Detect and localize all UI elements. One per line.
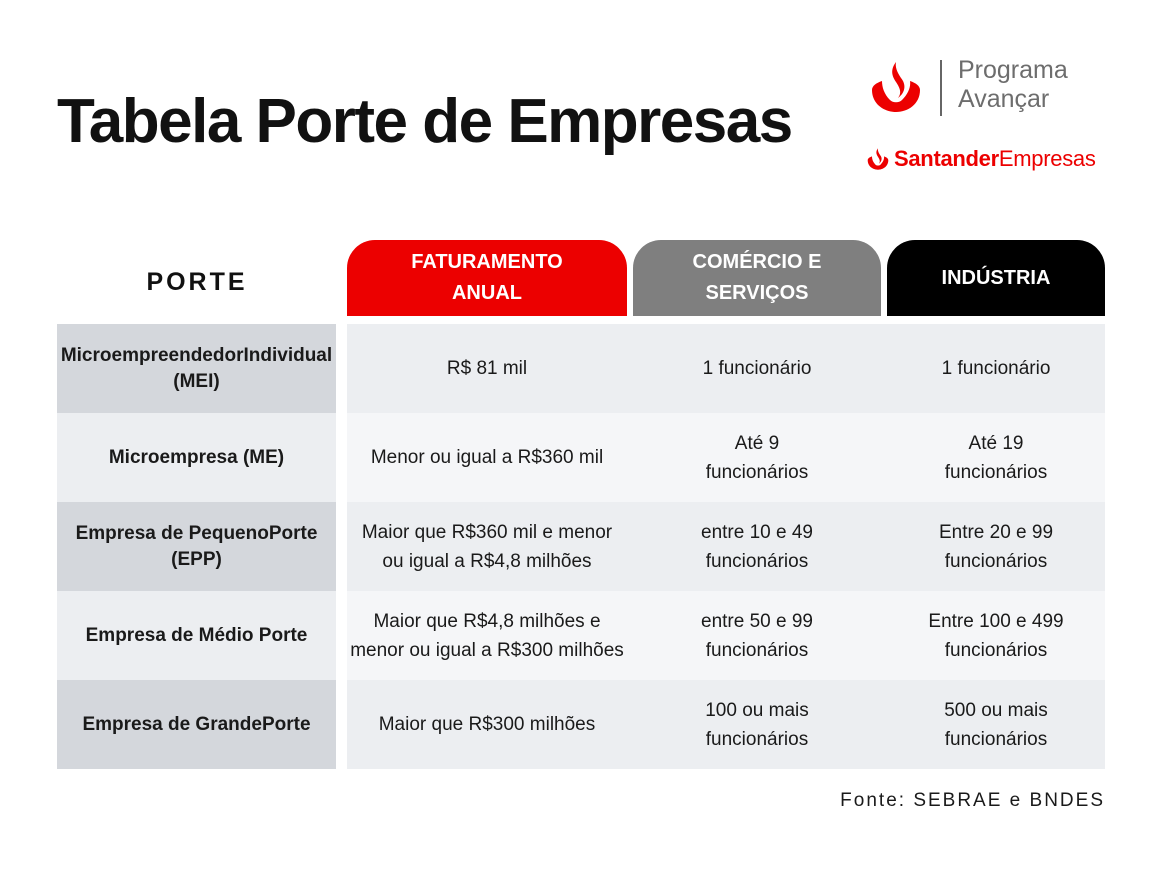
values-band: Maior que R$360 mil e menor ou igual a R$… (347, 502, 1105, 591)
values-band: R$ 81 mil 1 funcionário 1 funcionário (347, 324, 1105, 413)
porte-column-header: PORTE (146, 268, 248, 296)
faturamento-cell: R$ 81 mil (347, 324, 627, 413)
porte-cell: Empresa de GrandePorte (57, 680, 336, 769)
table-row: Empresa de PequenoPorte (EPP) Maior que … (57, 502, 1105, 591)
industria-line: funcionários (944, 461, 1048, 483)
industria-column-header: INDÚSTRIA (887, 240, 1105, 316)
industria-line: Entre 100 e 499 (928, 610, 1064, 632)
faturamento-cell: Maior que R$4,8 milhões e menor ou igual … (347, 591, 627, 680)
comercio-cell: entre 50 e 99 funcionários (633, 591, 881, 680)
industria-line: Até 19 (968, 432, 1024, 454)
programa-avancar-logo: Programa Avançar (868, 56, 1108, 118)
comercio-cell: 100 ou mais funcionários (633, 680, 881, 769)
santander-small-flame-icon (867, 148, 889, 170)
faturamento-cell: Menor ou igual a R$360 mil (347, 413, 627, 502)
porte-line: Empresa de Pequeno (75, 522, 269, 544)
faturamento-column-header: FATURAMENTO ANUAL (347, 240, 627, 316)
faturamento-line: ou igual a R$4,8 milhões (382, 550, 592, 572)
comercio-line: funcionários (705, 550, 809, 572)
industria-line: 1 funcionário (941, 358, 1051, 379)
industria-cell: Até 19 funcionários (887, 413, 1105, 502)
source-note: Fonte: SEBRAE e BNDES (840, 790, 1105, 811)
industria-line: funcionários (944, 550, 1048, 572)
faturamento-header-line2: ANUAL (451, 282, 522, 304)
values-band: Maior que R$4,8 milhões e menor ou igual … (347, 591, 1105, 680)
program-name-line1: Programa (958, 56, 1068, 84)
comercio-line: funcionários (705, 461, 809, 483)
faturamento-header-line1: FATURAMENTO (411, 251, 563, 273)
faturamento-line: R$ 81 mil (446, 358, 528, 379)
comercio-line: Até 9 (734, 432, 780, 454)
industria-header-line1: INDÚSTRIA (941, 266, 1051, 289)
values-band: Maior que R$300 milhões 100 ou mais funci… (347, 680, 1105, 769)
table-row: Microempresa (ME) Menor ou igual a R$360… (57, 413, 1105, 502)
santander-flame-icon (872, 62, 920, 112)
industria-cell: Entre 100 e 499 funcionários (887, 591, 1105, 680)
porte-line: Individual (MEI) (173, 344, 333, 392)
comercio-line: entre 50 e 99 (701, 610, 813, 632)
program-name: Programa Avançar (958, 56, 1068, 114)
faturamento-line: menor ou igual a R$300 milhões (350, 639, 624, 661)
comercio-cell: Até 9 funcionários (633, 413, 881, 502)
page-title: Tabela Porte de Empresas (57, 87, 793, 156)
faturamento-cell: Maior que R$300 milhões (347, 680, 627, 769)
porte-cell: Empresa de Médio Porte (57, 591, 336, 680)
faturamento-line: Maior que R$4,8 milhões e (373, 610, 601, 632)
porte-line: Microempreendedor (60, 344, 244, 366)
brand-name: SantanderEmpresas (894, 146, 1096, 172)
comercio-line: funcionários (705, 728, 809, 750)
comercio-header-line1: COMÉRCIO E (692, 251, 822, 273)
industria-line: funcionários (944, 639, 1048, 661)
values-band: Menor ou igual a R$360 mil Até 9 funcioná… (347, 413, 1105, 502)
table-row: MicroempreendedorIndividual (MEI) R$ 81 … (57, 324, 1105, 413)
brand-name-bold: Santander (894, 146, 999, 171)
faturamento-cell: Maior que R$360 mil e menor ou igual a R$… (347, 502, 627, 591)
porte-cell: MicroempreendedorIndividual (MEI) (57, 324, 336, 413)
comercio-line: entre 10 e 49 (701, 521, 813, 543)
porte-line: Empresa de Médio Porte (85, 624, 308, 646)
porte-line: Porte (261, 713, 311, 735)
porte-line: Porte (EPP) (171, 522, 318, 570)
porte-line: Microempresa (ME) (108, 446, 285, 468)
industria-cell: 500 ou mais funcionários (887, 680, 1105, 769)
porte-line: Empresa de Grande (82, 713, 262, 735)
table-row: Empresa de Médio Porte Maior que R$4,8 m… (57, 591, 1105, 680)
faturamento-line: Maior que R$360 mil e menor (361, 521, 613, 543)
industria-line: 500 ou mais (944, 699, 1048, 721)
faturamento-line: Menor ou igual a R$360 mil (370, 447, 604, 468)
industria-cell: 1 funcionário (887, 324, 1105, 413)
porte-cell: Empresa de PequenoPorte (EPP) (57, 502, 336, 591)
table-row: Empresa de GrandePorte Maior que R$300 m… (57, 680, 1105, 769)
comercio-cell: 1 funcionário (633, 324, 881, 413)
comercio-column-header: COMÉRCIO E SERVIÇOS (633, 240, 881, 316)
faturamento-line: Maior que R$300 milhões (378, 714, 596, 735)
porte-cell: Microempresa (ME) (57, 413, 336, 502)
comercio-line: 1 funcionário (702, 358, 812, 379)
industria-line: Entre 20 e 99 (938, 521, 1054, 543)
comercio-cell: entre 10 e 49 funcionários (633, 502, 881, 591)
program-name-line2: Avançar (958, 85, 1050, 113)
industria-line: funcionários (944, 728, 1048, 750)
brand-name-regular: Empresas (998, 146, 1096, 171)
comercio-line: funcionários (705, 639, 809, 661)
comercio-line: 100 ou mais (705, 699, 809, 721)
industria-cell: Entre 20 e 99 funcionários (887, 502, 1105, 591)
santander-empresas-logo: SantanderEmpresas (866, 145, 1096, 173)
logo-divider (940, 60, 942, 116)
comercio-header-line2: SERVIÇOS (705, 282, 809, 304)
